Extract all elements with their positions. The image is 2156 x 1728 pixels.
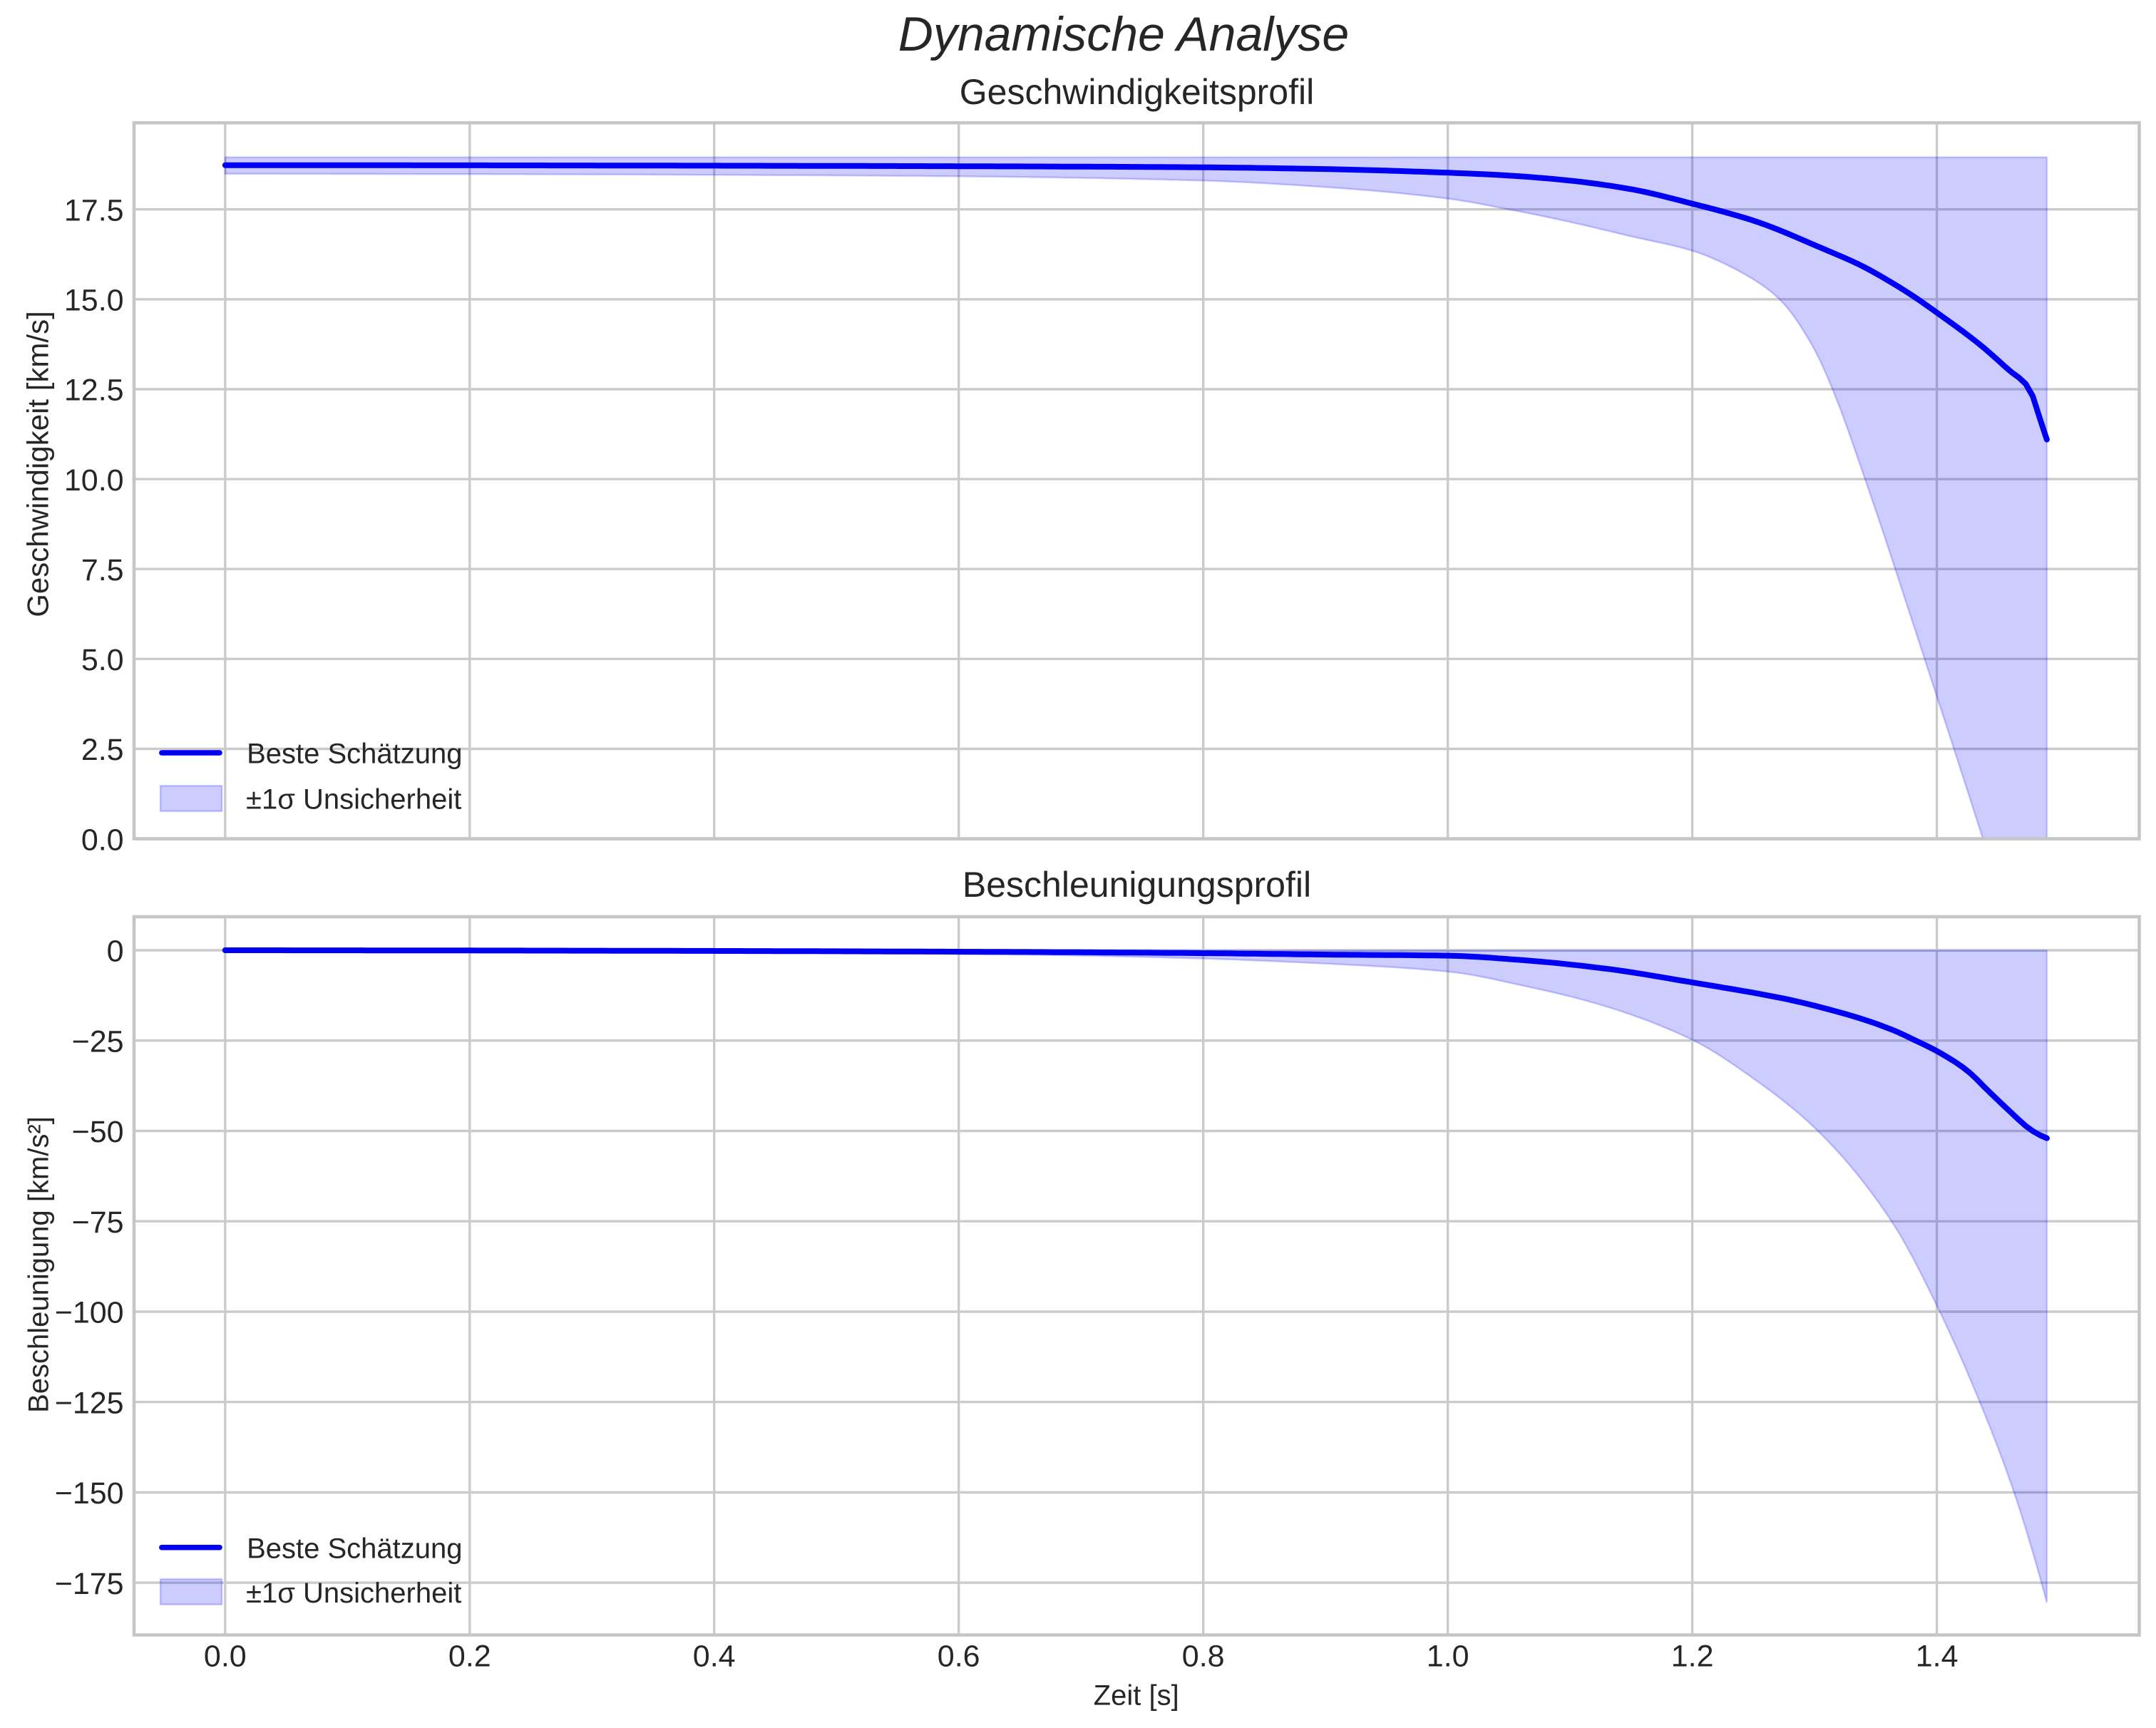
svg-text:12.5: 12.5 <box>64 374 124 408</box>
svg-text:1.4: 1.4 <box>1916 1640 1959 1674</box>
svg-text:Zeit [s]: Zeit [s] <box>1094 1680 1179 1712</box>
svg-text:1.0: 1.0 <box>1427 1640 1469 1674</box>
svg-text:±1σ Unsicherheit: ±1σ Unsicherheit <box>246 1578 461 1609</box>
svg-text:Beschleunigungsprofil: Beschleunigungsprofil <box>962 865 1311 905</box>
svg-text:0: 0 <box>107 935 124 969</box>
svg-text:2.5: 2.5 <box>81 733 124 767</box>
svg-text:−175: −175 <box>55 1567 124 1601</box>
svg-text:Beschleunigung [km/s²]: Beschleunigung [km/s²] <box>24 1116 55 1413</box>
svg-text:5.0: 5.0 <box>81 643 124 677</box>
svg-text:7.5: 7.5 <box>81 553 124 587</box>
svg-text:0.6: 0.6 <box>938 1640 980 1674</box>
svg-text:−125: −125 <box>55 1386 124 1420</box>
svg-text:1.2: 1.2 <box>1671 1640 1714 1674</box>
svg-text:0.0: 0.0 <box>204 1640 247 1674</box>
svg-text:−150: −150 <box>55 1476 124 1511</box>
svg-text:Dynamische Analyse: Dynamische Analyse <box>898 7 1349 61</box>
svg-text:Beste Schätzung: Beste Schätzung <box>247 1533 462 1564</box>
svg-text:0.8: 0.8 <box>1182 1640 1225 1674</box>
svg-text:17.5: 17.5 <box>64 193 124 227</box>
svg-text:0.0: 0.0 <box>81 823 124 857</box>
svg-text:−50: −50 <box>72 1115 124 1149</box>
svg-text:Geschwindigkeitsprofil: Geschwindigkeitsprofil <box>960 72 1314 112</box>
svg-text:−75: −75 <box>72 1205 124 1240</box>
svg-text:0.4: 0.4 <box>693 1640 736 1674</box>
svg-text:15.0: 15.0 <box>64 284 124 318</box>
svg-text:±1σ Unsicherheit: ±1σ Unsicherheit <box>246 783 461 815</box>
svg-text:10.0: 10.0 <box>64 463 124 498</box>
svg-text:−25: −25 <box>72 1024 124 1059</box>
svg-text:Geschwindigkeit [km/s]: Geschwindigkeit [km/s] <box>21 311 55 617</box>
svg-text:Beste Schätzung: Beste Schätzung <box>247 739 462 770</box>
svg-text:0.2: 0.2 <box>448 1640 491 1674</box>
svg-text:−100: −100 <box>55 1296 124 1330</box>
